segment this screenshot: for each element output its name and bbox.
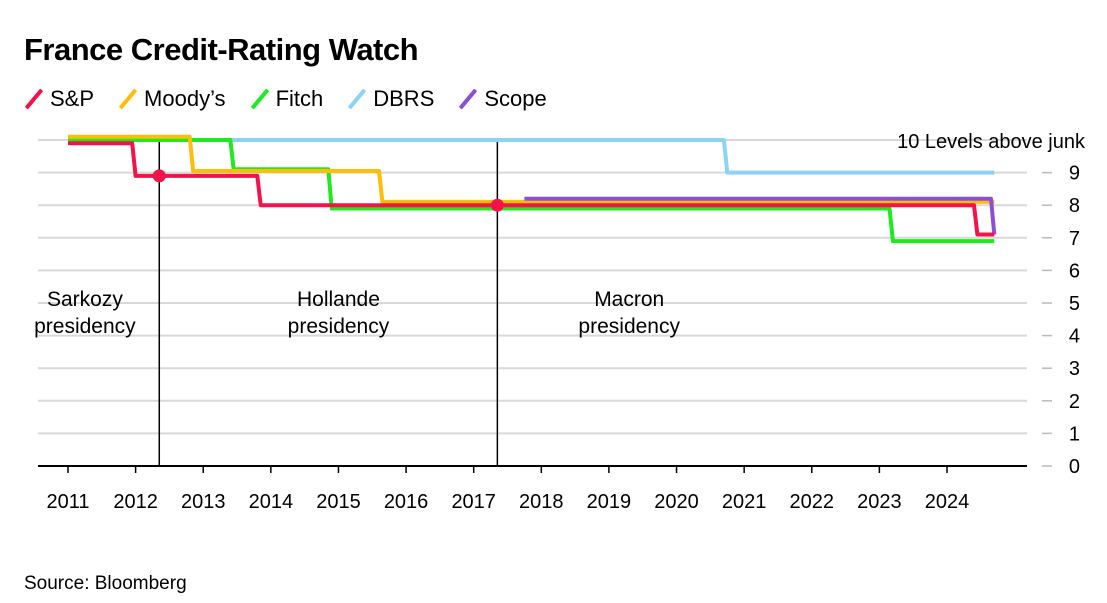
x-tick-label: 2016: [384, 491, 429, 513]
presidency-label: presidency: [288, 315, 390, 338]
legend-item-fitch: Fitch: [250, 86, 324, 112]
x-tick-label: 2017: [451, 491, 496, 513]
y-top-label: 10 Levels above junk: [897, 131, 1086, 153]
y-tick-label: 2: [1069, 391, 1080, 413]
x-tick-label: 2011: [46, 491, 89, 513]
y-tick-label: 1: [1069, 423, 1080, 445]
x-tick-label: 2023: [857, 491, 902, 513]
y-tick-label: 5: [1069, 293, 1080, 315]
presidency-label: Sarkozy: [47, 288, 123, 311]
series-line-fitch: [68, 138, 995, 244]
y-tick-label: 3: [1069, 358, 1080, 380]
series-line-dbrs: [68, 138, 995, 175]
series-line-scope: [524, 196, 997, 235]
x-tick-label: 2014: [249, 491, 294, 513]
x-tick-label: 2015: [316, 491, 361, 513]
x-tick-label: 2013: [181, 491, 226, 513]
legend-item-scope: Scope: [458, 86, 546, 112]
y-tick-label: 0: [1069, 456, 1080, 478]
chart-title: France Credit-Rating Watch: [24, 32, 419, 67]
source-note: Source: Bloomberg: [24, 573, 187, 594]
x-tick-label: 2012: [113, 491, 158, 513]
x-tick-label: 2021: [722, 491, 767, 513]
y-tick-label: 8: [1069, 195, 1080, 217]
presidency-label: presidency: [34, 315, 136, 338]
legend-label-moodys: Moody’s: [144, 86, 226, 111]
x-tick-label: 2020: [654, 491, 699, 513]
legend-item-dbrs: DBRS: [347, 86, 434, 112]
legend-label-scope: Scope: [484, 86, 547, 111]
x-tick-label: 2019: [587, 491, 632, 513]
series-line-sp: [68, 141, 995, 237]
y-tick-label: 9: [1069, 163, 1080, 185]
legend: S&P Moody’s Fitch DBRS Scope: [24, 86, 547, 112]
y-tick-label: 7: [1069, 228, 1080, 250]
legend-item-moodys: Moody’s: [118, 86, 226, 112]
presidency-label: presidency: [578, 315, 680, 338]
presidency-label: Hollande: [297, 288, 380, 311]
presidency-label: Macron: [594, 288, 664, 311]
event-dot: [152, 169, 166, 183]
legend-label-sp: S&P: [50, 86, 95, 111]
event-dot: [490, 198, 504, 212]
x-tick-label: 2018: [519, 491, 564, 513]
y-tick-label: 4: [1069, 326, 1080, 348]
y-tick-label: 6: [1069, 260, 1080, 282]
x-tick-label: 2024: [925, 491, 970, 513]
x-tick-label: 2022: [790, 491, 835, 513]
legend-label-fitch: Fitch: [275, 86, 324, 111]
legend-item-sp: S&P: [24, 86, 94, 112]
legend-label-dbrs: DBRS: [373, 86, 435, 111]
series-line-moodys: [68, 134, 995, 204]
